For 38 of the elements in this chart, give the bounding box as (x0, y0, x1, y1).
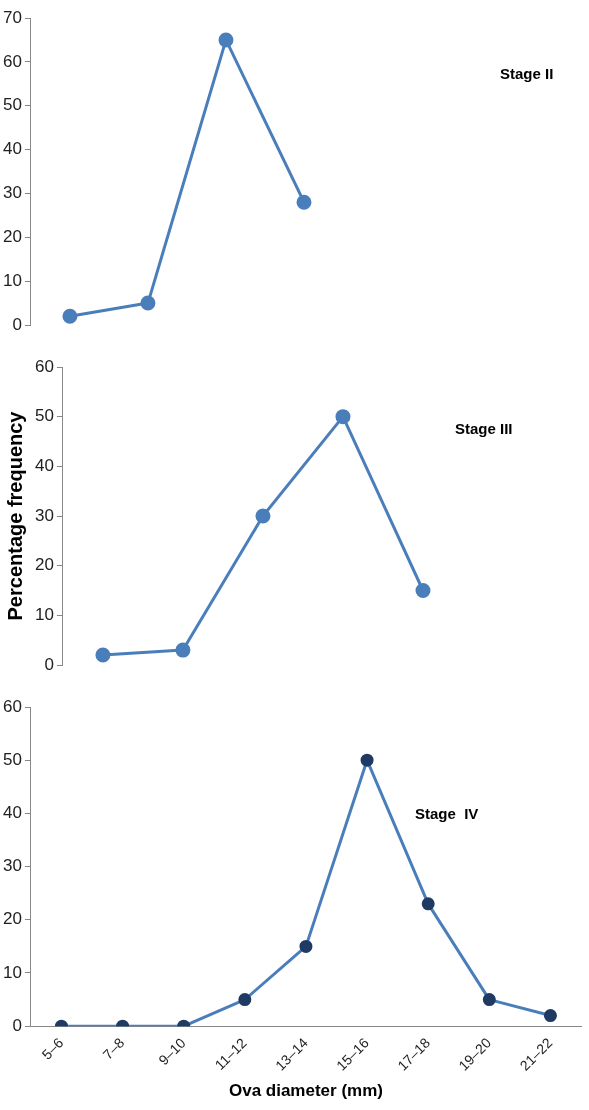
y-tick-label: 40 (2, 803, 22, 823)
y-tick-label: 10 (34, 605, 54, 625)
y-tick-label: 20 (34, 555, 54, 575)
y-tick-label: 60 (2, 696, 22, 716)
x-tick-label: 7–8 (99, 1034, 128, 1063)
text: Stage II (500, 65, 554, 83)
y-tick-label: 60 (2, 51, 22, 71)
x-axis-title: Ova diameter (mm) (228, 1081, 383, 1101)
point (415, 583, 431, 598)
y-tick-label: 20 (2, 226, 22, 246)
y-tick-label: 40 (34, 456, 54, 476)
y-tick-label: 50 (2, 749, 22, 769)
point (296, 194, 312, 210)
point (62, 308, 78, 324)
y-tick-label: 20 (2, 909, 22, 929)
y-tick-label: 0 (12, 314, 22, 334)
y-tick-label: 10 (2, 962, 22, 982)
y-axis-title: Percentage frequency (3, 410, 26, 621)
y-tick-label: 40 (2, 139, 22, 159)
annotation: Stage IV (415, 805, 479, 823)
y-tick-label: 30 (2, 183, 22, 203)
y-tick-label: 30 (34, 505, 54, 525)
point (218, 32, 234, 48)
point (175, 642, 191, 658)
point (140, 295, 156, 311)
point (335, 409, 351, 425)
point (255, 508, 271, 524)
y-tick-label: 0 (44, 654, 54, 674)
y-tick-label: 10 (2, 270, 22, 290)
y-tick-label: 30 (2, 856, 22, 876)
point (95, 647, 111, 663)
y-tick-label: 70 (2, 7, 22, 27)
y-tick-label: 50 (2, 95, 22, 115)
y-tick-label: 60 (34, 356, 54, 376)
y-tick-label: 50 (34, 406, 54, 426)
x-tick-label: 5–6 (38, 1034, 67, 1063)
y-tick-label: 0 (12, 1015, 22, 1035)
annotation: Stage III (455, 420, 513, 438)
